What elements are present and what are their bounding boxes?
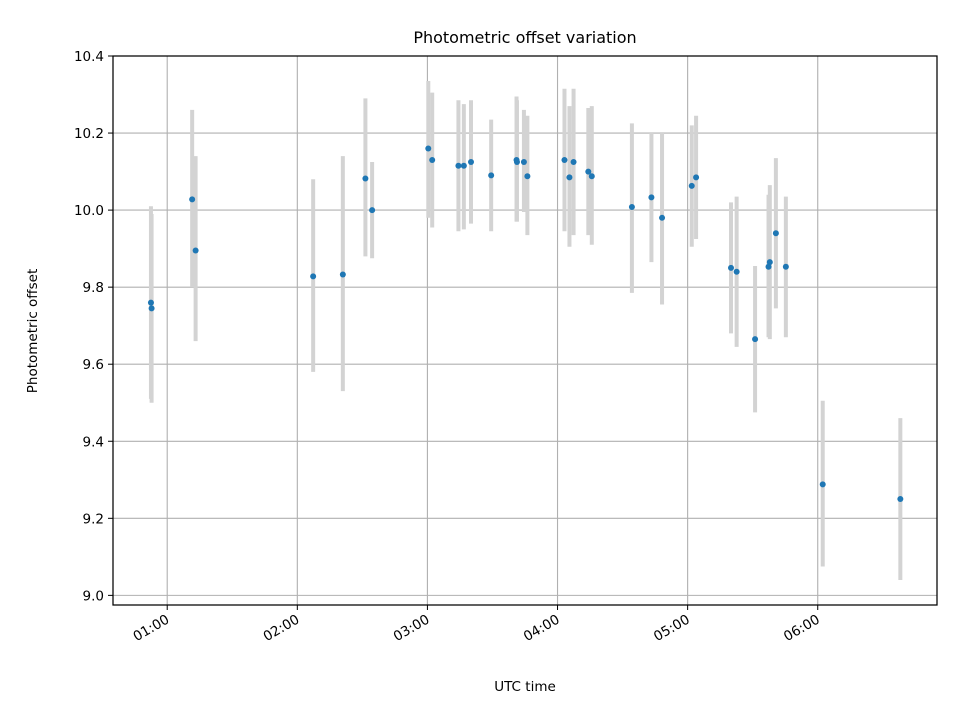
plot-frame — [112, 55, 938, 606]
y-tick-label: 10.0 — [74, 203, 104, 219]
data-point — [765, 263, 772, 270]
data-point — [766, 259, 773, 266]
y-tick-label: 9.4 — [83, 434, 104, 450]
data-point — [782, 263, 789, 270]
data-point — [588, 173, 595, 180]
data-point — [693, 174, 700, 181]
data-point — [752, 336, 759, 343]
data-point — [566, 174, 573, 181]
y-tick-label: 10.2 — [74, 126, 104, 142]
data-point — [468, 158, 475, 165]
y-tick-label: 9.2 — [83, 511, 104, 527]
data-point — [819, 481, 826, 488]
data-point — [488, 172, 495, 179]
data-point — [728, 264, 734, 271]
x-tick-label: 03:00 — [391, 612, 433, 645]
data-point — [147, 299, 154, 306]
data-point — [524, 173, 531, 180]
x-axis-ticks: 01:00 02:00 03:00 04:00 05:00 06:00 — [131, 605, 823, 645]
y-axis-ticks: 9.0 9.2 9.4 9.6 9.8 10.0 10.2 10.4 — [74, 49, 113, 604]
data-point — [772, 230, 779, 237]
data-point — [192, 247, 199, 254]
x-tick-label: 06:00 — [781, 612, 823, 645]
data-point — [429, 157, 436, 164]
x-axis-label: UTC time — [494, 679, 556, 695]
y-tick-label: 9.8 — [83, 280, 104, 296]
x-tick-label: 02:00 — [261, 612, 303, 645]
data-point — [339, 271, 346, 278]
data-point — [455, 162, 462, 169]
y-tick-label: 10.4 — [74, 49, 104, 65]
data-point — [520, 158, 527, 165]
x-tick-label: 05:00 — [651, 612, 693, 645]
data-points — [147, 145, 904, 503]
error-bars — [148, 81, 903, 580]
data-point — [148, 305, 155, 312]
data-point — [585, 168, 592, 175]
data-point — [425, 145, 432, 152]
data-point — [897, 496, 904, 503]
data-point — [362, 175, 369, 182]
data-point — [688, 182, 695, 189]
data-point — [733, 268, 740, 275]
x-tick-label: 01:00 — [131, 612, 173, 645]
data-point — [513, 158, 520, 165]
data-point — [189, 196, 196, 203]
data-point — [628, 204, 635, 211]
data-point — [310, 273, 317, 280]
data-point — [369, 207, 376, 214]
data-point — [648, 194, 655, 201]
y-axis-label: Photometric offset — [25, 269, 41, 393]
y-tick-label: 9.0 — [83, 588, 104, 604]
data-point — [659, 214, 666, 221]
x-tick-label: 04:00 — [521, 612, 563, 645]
data-point — [460, 162, 467, 169]
chart-title: Photometric offset variation — [413, 28, 636, 47]
data-point — [570, 158, 577, 165]
y-tick-label: 9.6 — [83, 357, 104, 373]
data-point — [561, 157, 568, 164]
